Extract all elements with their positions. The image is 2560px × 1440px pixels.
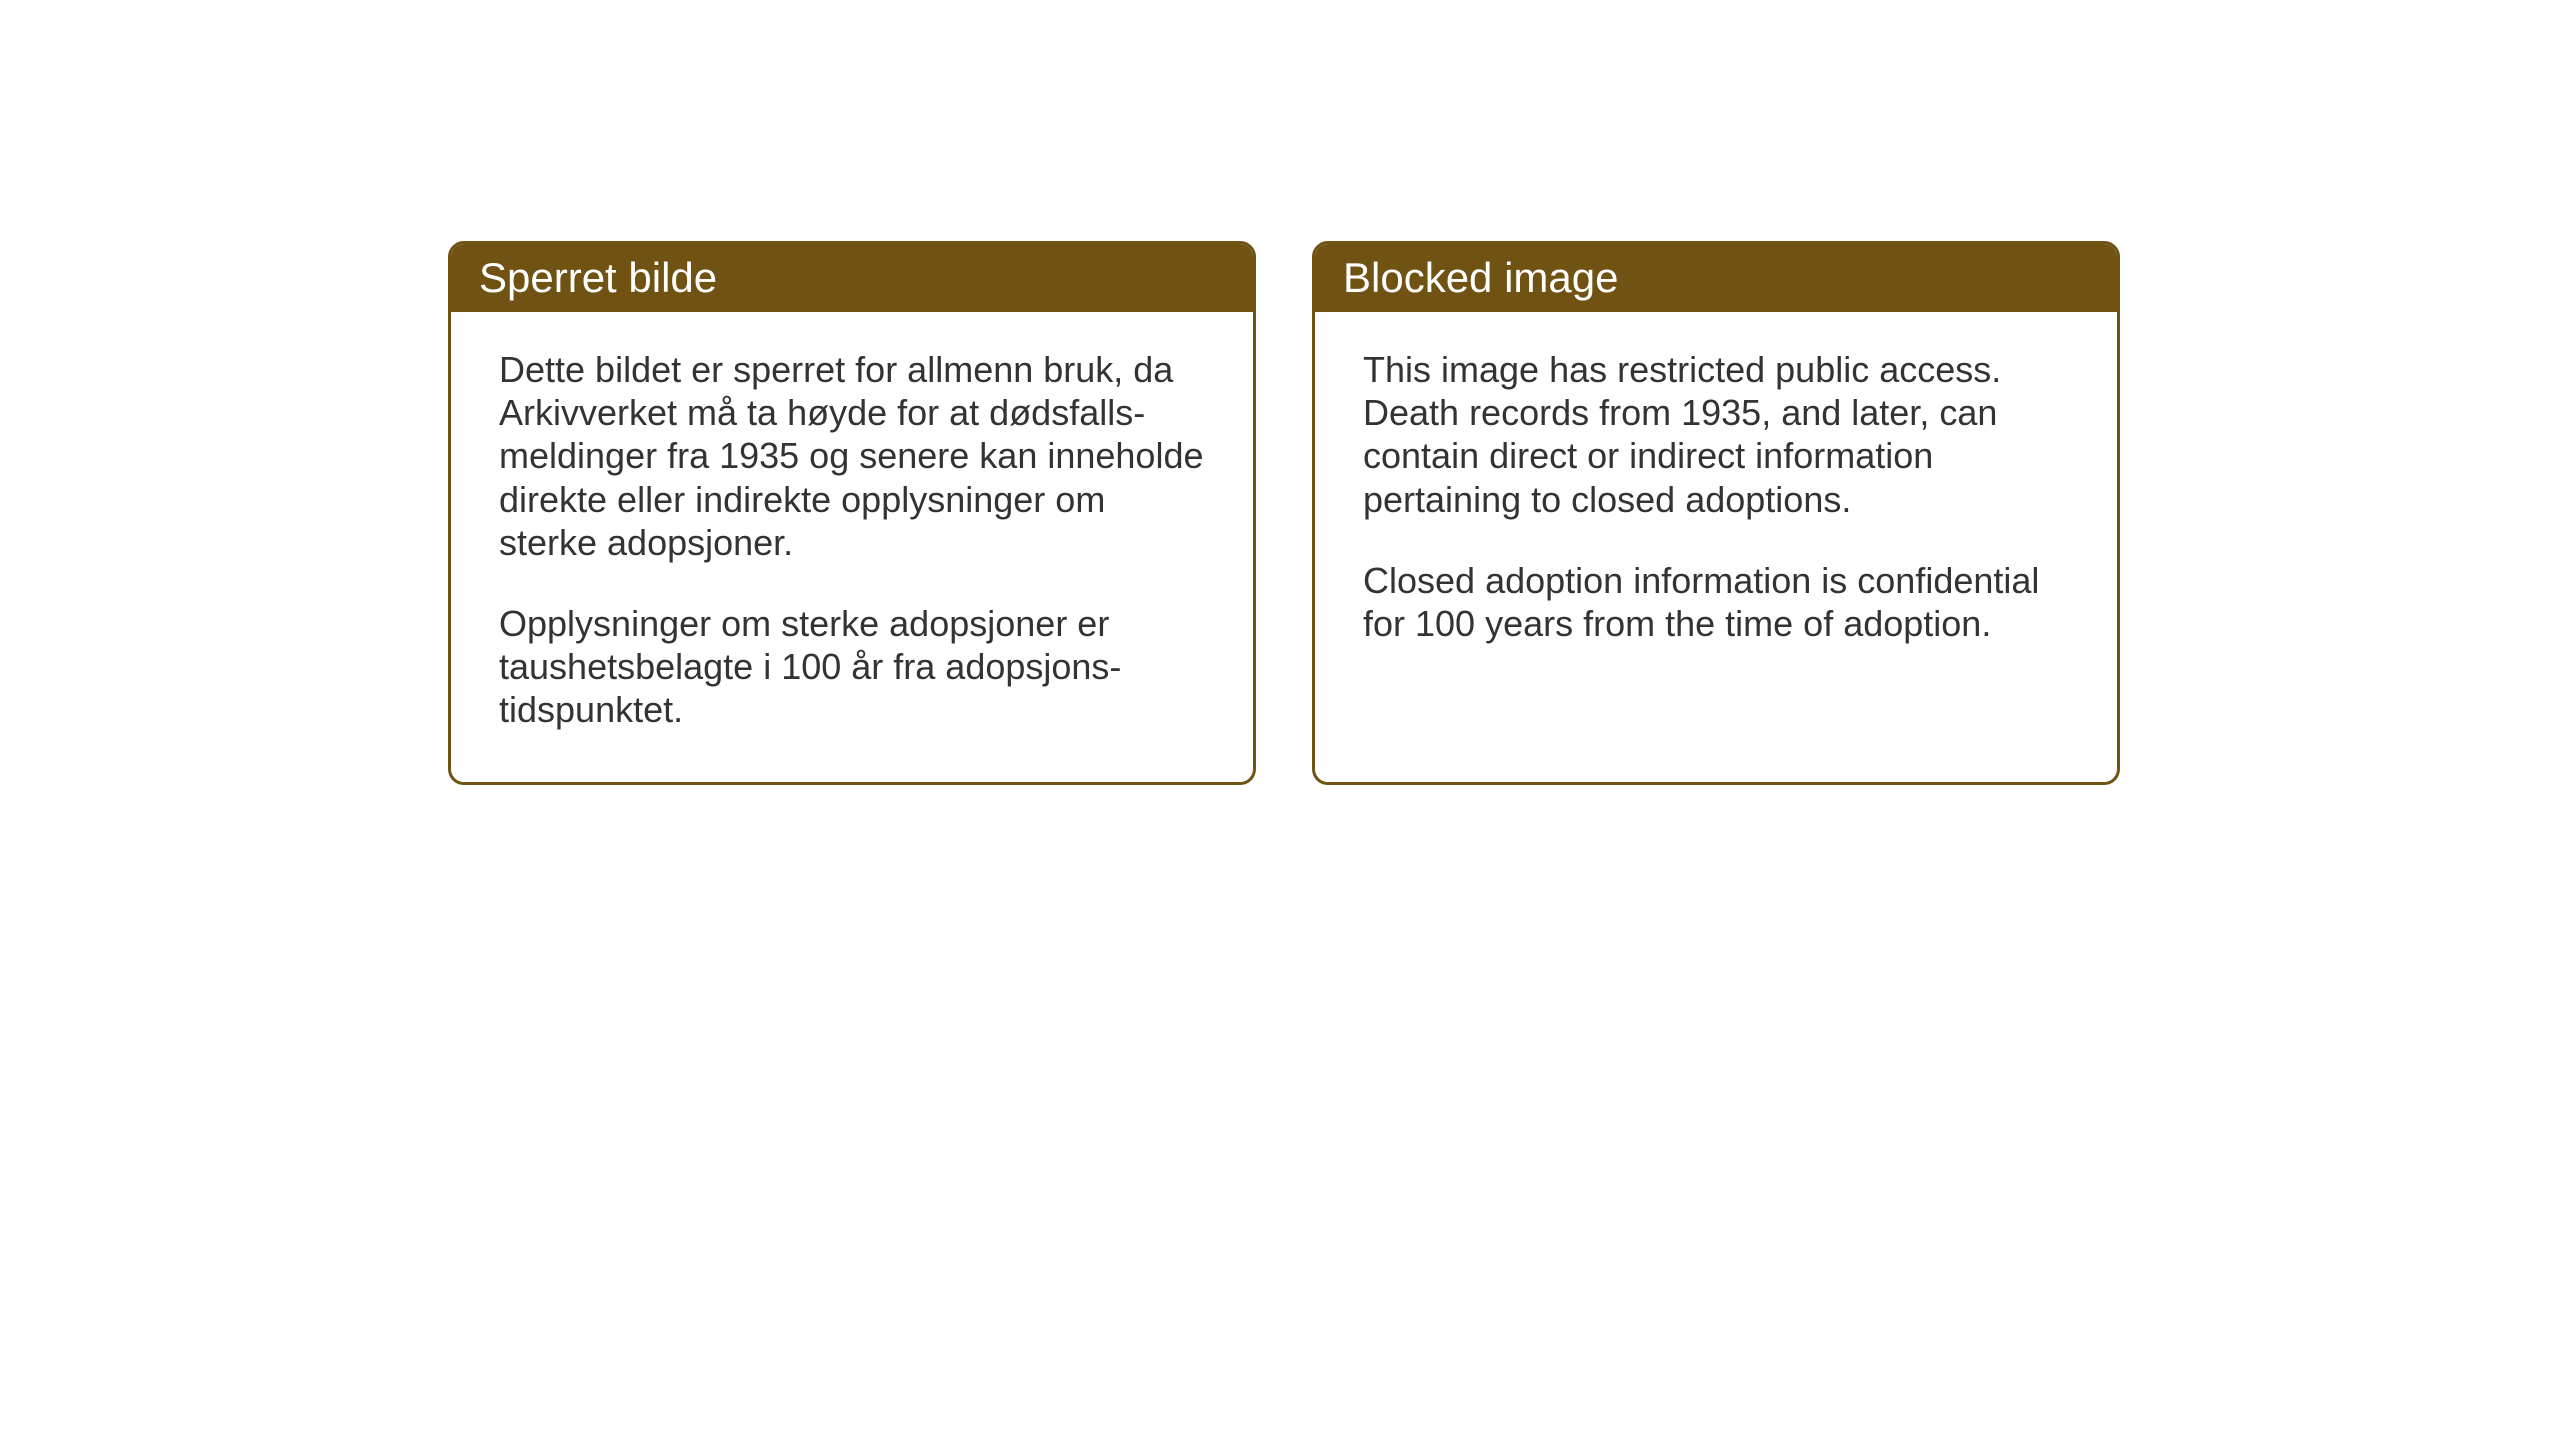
english-card-header: Blocked image <box>1315 244 2117 312</box>
norwegian-card-title: Sperret bilde <box>479 254 717 301</box>
english-paragraph-1: This image has restricted public access.… <box>1363 348 2069 521</box>
english-card-title: Blocked image <box>1343 254 1618 301</box>
english-card: Blocked image This image has restricted … <box>1312 241 2120 785</box>
english-paragraph-2: Closed adoption information is confident… <box>1363 559 2069 645</box>
norwegian-paragraph-2: Opplysninger om sterke adopsjoner er tau… <box>499 602 1205 732</box>
norwegian-card: Sperret bilde Dette bildet er sperret fo… <box>448 241 1256 785</box>
norwegian-card-body: Dette bildet er sperret for allmenn bruk… <box>451 312 1253 782</box>
english-card-body: This image has restricted public access.… <box>1315 312 2117 695</box>
norwegian-card-header: Sperret bilde <box>451 244 1253 312</box>
norwegian-paragraph-1: Dette bildet er sperret for allmenn bruk… <box>499 348 1205 564</box>
cards-container: Sperret bilde Dette bildet er sperret fo… <box>448 241 2120 785</box>
